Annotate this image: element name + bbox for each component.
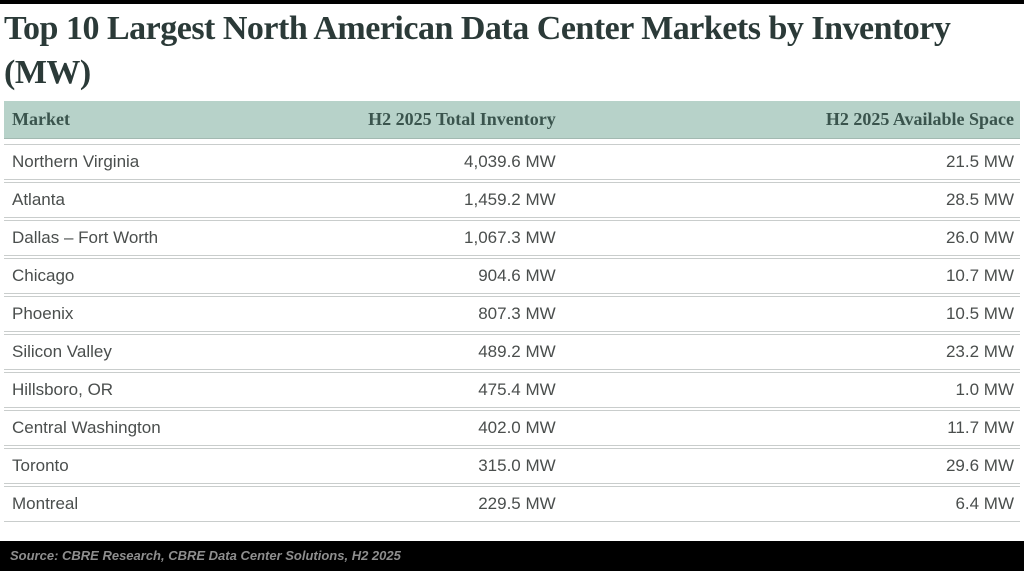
column-header-market: Market [12, 109, 70, 130]
market-cell: Atlanta [12, 190, 65, 210]
available-space-cell: 23.2 MW [945, 342, 1014, 362]
table-header-row: Market H2 2025 Total Inventory H2 2025 A… [4, 101, 1020, 140]
available-space-cell: 1.0 MW [955, 380, 1014, 400]
market-cell: Dallas – Fort Worth [12, 228, 159, 248]
market-cell: Silicon Valley [12, 342, 112, 362]
available-space-cell: 10.5 MW [945, 304, 1014, 324]
available-space-cell: 10.7 MW [945, 266, 1014, 286]
table-row: Atlanta 1,459.2 MW 28.5 MW [4, 182, 1020, 219]
source-footer: Source: CBRE Research, CBRE Data Center … [0, 541, 1024, 571]
market-cell: Chicago [12, 266, 75, 286]
market-cell: Montreal [12, 494, 79, 514]
market-cell: Northern Virginia [12, 152, 140, 172]
total-inventory-cell: 402.0 MW [478, 418, 556, 438]
total-inventory-cell: 489.2 MW [478, 342, 556, 362]
market-cell: Phoenix [12, 304, 74, 324]
total-inventory-cell: 315.0 MW [478, 456, 556, 476]
total-inventory-cell: 1,067.3 MW [464, 228, 556, 248]
available-space-cell: 26.0 MW [945, 228, 1014, 248]
available-space-cell: 6.4 MW [955, 494, 1014, 514]
available-space-cell: 21.5 MW [945, 152, 1014, 172]
total-inventory-cell: 475.4 MW [478, 380, 556, 400]
data-table: Market H2 2025 Total Inventory H2 2025 A… [4, 101, 1020, 523]
market-cell: Central Washington [12, 418, 161, 438]
column-header-total-inventory: H2 2025 Total Inventory [368, 109, 556, 130]
table-row: Northern Virginia 4,039.6 MW 21.5 MW [4, 144, 1020, 181]
total-inventory-cell: 4,039.6 MW [464, 152, 556, 172]
table-row: Chicago 904.6 MW 10.7 MW [4, 258, 1020, 295]
total-inventory-cell: 904.6 MW [478, 266, 556, 286]
table-row: Toronto 315.0 MW 29.6 MW [4, 448, 1020, 485]
available-space-cell: 11.7 MW [947, 418, 1014, 438]
total-inventory-cell: 807.3 MW [478, 304, 556, 324]
market-cell: Toronto [12, 456, 69, 476]
table-row: Hillsboro, OR 475.4 MW 1.0 MW [4, 372, 1020, 409]
available-space-cell: 28.5 MW [945, 190, 1014, 210]
table-row: Dallas – Fort Worth 1,067.3 MW 26.0 MW [4, 220, 1020, 257]
page-title: Top 10 Largest North American Data Cente… [4, 10, 951, 92]
column-header-available-space: H2 2025 Available Space [825, 109, 1014, 130]
total-inventory-cell: 229.5 MW [478, 494, 556, 514]
source-text: Source: CBRE Research, CBRE Data Center … [10, 548, 401, 563]
table-row: Montreal 229.5 MW 6.4 MW [4, 486, 1020, 523]
table-row: Central Washington 402.0 MW 11.7 MW [4, 410, 1020, 447]
market-cell: Hillsboro, OR [12, 380, 114, 400]
top-border-bar [0, 0, 1024, 4]
table-row: Silicon Valley 489.2 MW 23.2 MW [4, 334, 1020, 371]
available-space-cell: 29.6 MW [945, 456, 1014, 476]
table-row: Phoenix 807.3 MW 10.5 MW [4, 296, 1020, 333]
total-inventory-cell: 1,459.2 MW [464, 190, 556, 210]
